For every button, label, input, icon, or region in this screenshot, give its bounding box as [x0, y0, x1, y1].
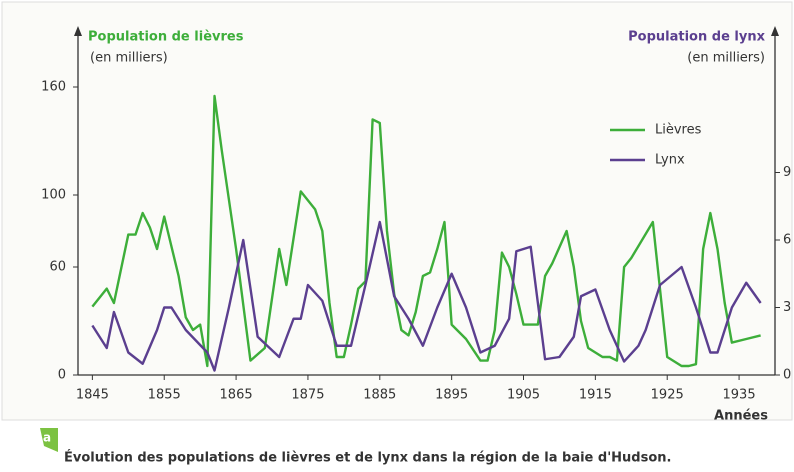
x-tick-label: 1875 [291, 388, 324, 403]
right-axis-title: Population de lynx [628, 30, 765, 45]
x-tick-label: 1935 [723, 388, 756, 403]
y2-tick-label: 9 [783, 165, 791, 180]
right-axis-unit: (en milliers) [687, 51, 765, 66]
right-axis-arrow [771, 26, 779, 36]
x-tick-label: 1895 [435, 388, 468, 403]
legend-label: Lynx [655, 153, 685, 168]
chart-panel [1, 1, 793, 421]
left-axis-title: Population de lièvres [88, 30, 244, 45]
series-line [91, 220, 762, 372]
x-tick-label: 1885 [363, 388, 396, 403]
y-tick-label: 160 [41, 80, 66, 95]
y2-tick-label: 0 [783, 368, 791, 383]
y2-tick-label: 6 [783, 233, 791, 248]
x-tick-label: 1855 [148, 388, 181, 403]
y2-tick-label: 3 [783, 300, 791, 315]
y-tick-label: 100 [41, 188, 66, 203]
y-tick-label: 60 [49, 260, 66, 275]
x-axis-title: Années [714, 409, 768, 424]
x-tick-label: 1915 [579, 388, 612, 403]
figure-badge [40, 428, 58, 452]
left-axis-arrow [74, 26, 82, 36]
figure-label: a [43, 431, 51, 445]
caption: Évolution des populations de lièvres et … [64, 450, 671, 466]
x-tick-label: 1925 [651, 388, 684, 403]
left-axis-unit: (en milliers) [90, 51, 168, 66]
x-tick-label: 1905 [507, 388, 540, 403]
x-tick-label: 1845 [76, 388, 109, 403]
legend-label: Lièvres [655, 123, 702, 138]
series-line [91, 94, 761, 368]
y-tick-label: 0 [58, 368, 66, 383]
x-tick-label: 1865 [220, 388, 253, 403]
